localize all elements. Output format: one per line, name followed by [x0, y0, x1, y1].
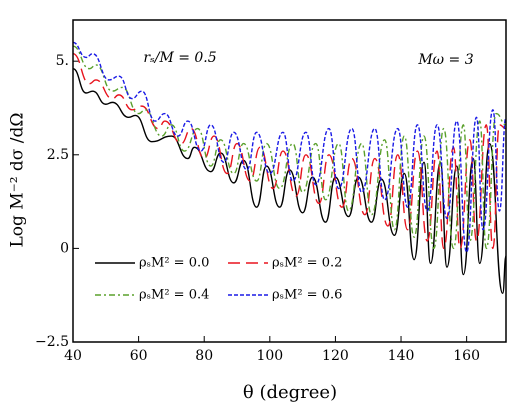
y-tick-label: −2.5: [35, 334, 69, 350]
legend-label: ρₛM² = 0.2: [272, 256, 342, 271]
x-tick-label: 160: [453, 348, 480, 364]
annotation: rₛ/M = 0.5: [143, 50, 216, 66]
y-axis-label: Log M⁻² dσ /dΩ: [8, 112, 28, 247]
plot-frame: [72, 19, 507, 343]
x-tick-label: 60: [130, 348, 148, 364]
legend-label: ρₛM² = 0.4: [139, 288, 209, 303]
legend-label: ρₛM² = 0.6: [272, 288, 342, 303]
y-tick-label: 0: [60, 240, 69, 256]
legend-label: ρₛM² = 0.0: [139, 256, 209, 271]
series-line: [72, 45, 507, 250]
x-axis-label: θ (degree): [243, 382, 337, 403]
series-line: [72, 41, 507, 253]
x-tick-label: 140: [388, 348, 415, 364]
series-line: [72, 52, 507, 250]
x-tick-label: 80: [195, 348, 213, 364]
y-tick-label: 2.5: [47, 147, 69, 163]
annotation: Mω = 3: [417, 52, 473, 68]
x-tick-label: 100: [256, 348, 283, 364]
y-tick-label: 5.: [56, 53, 69, 69]
x-tick-label: 40: [64, 348, 82, 364]
x-tick-label: 120: [322, 348, 349, 364]
